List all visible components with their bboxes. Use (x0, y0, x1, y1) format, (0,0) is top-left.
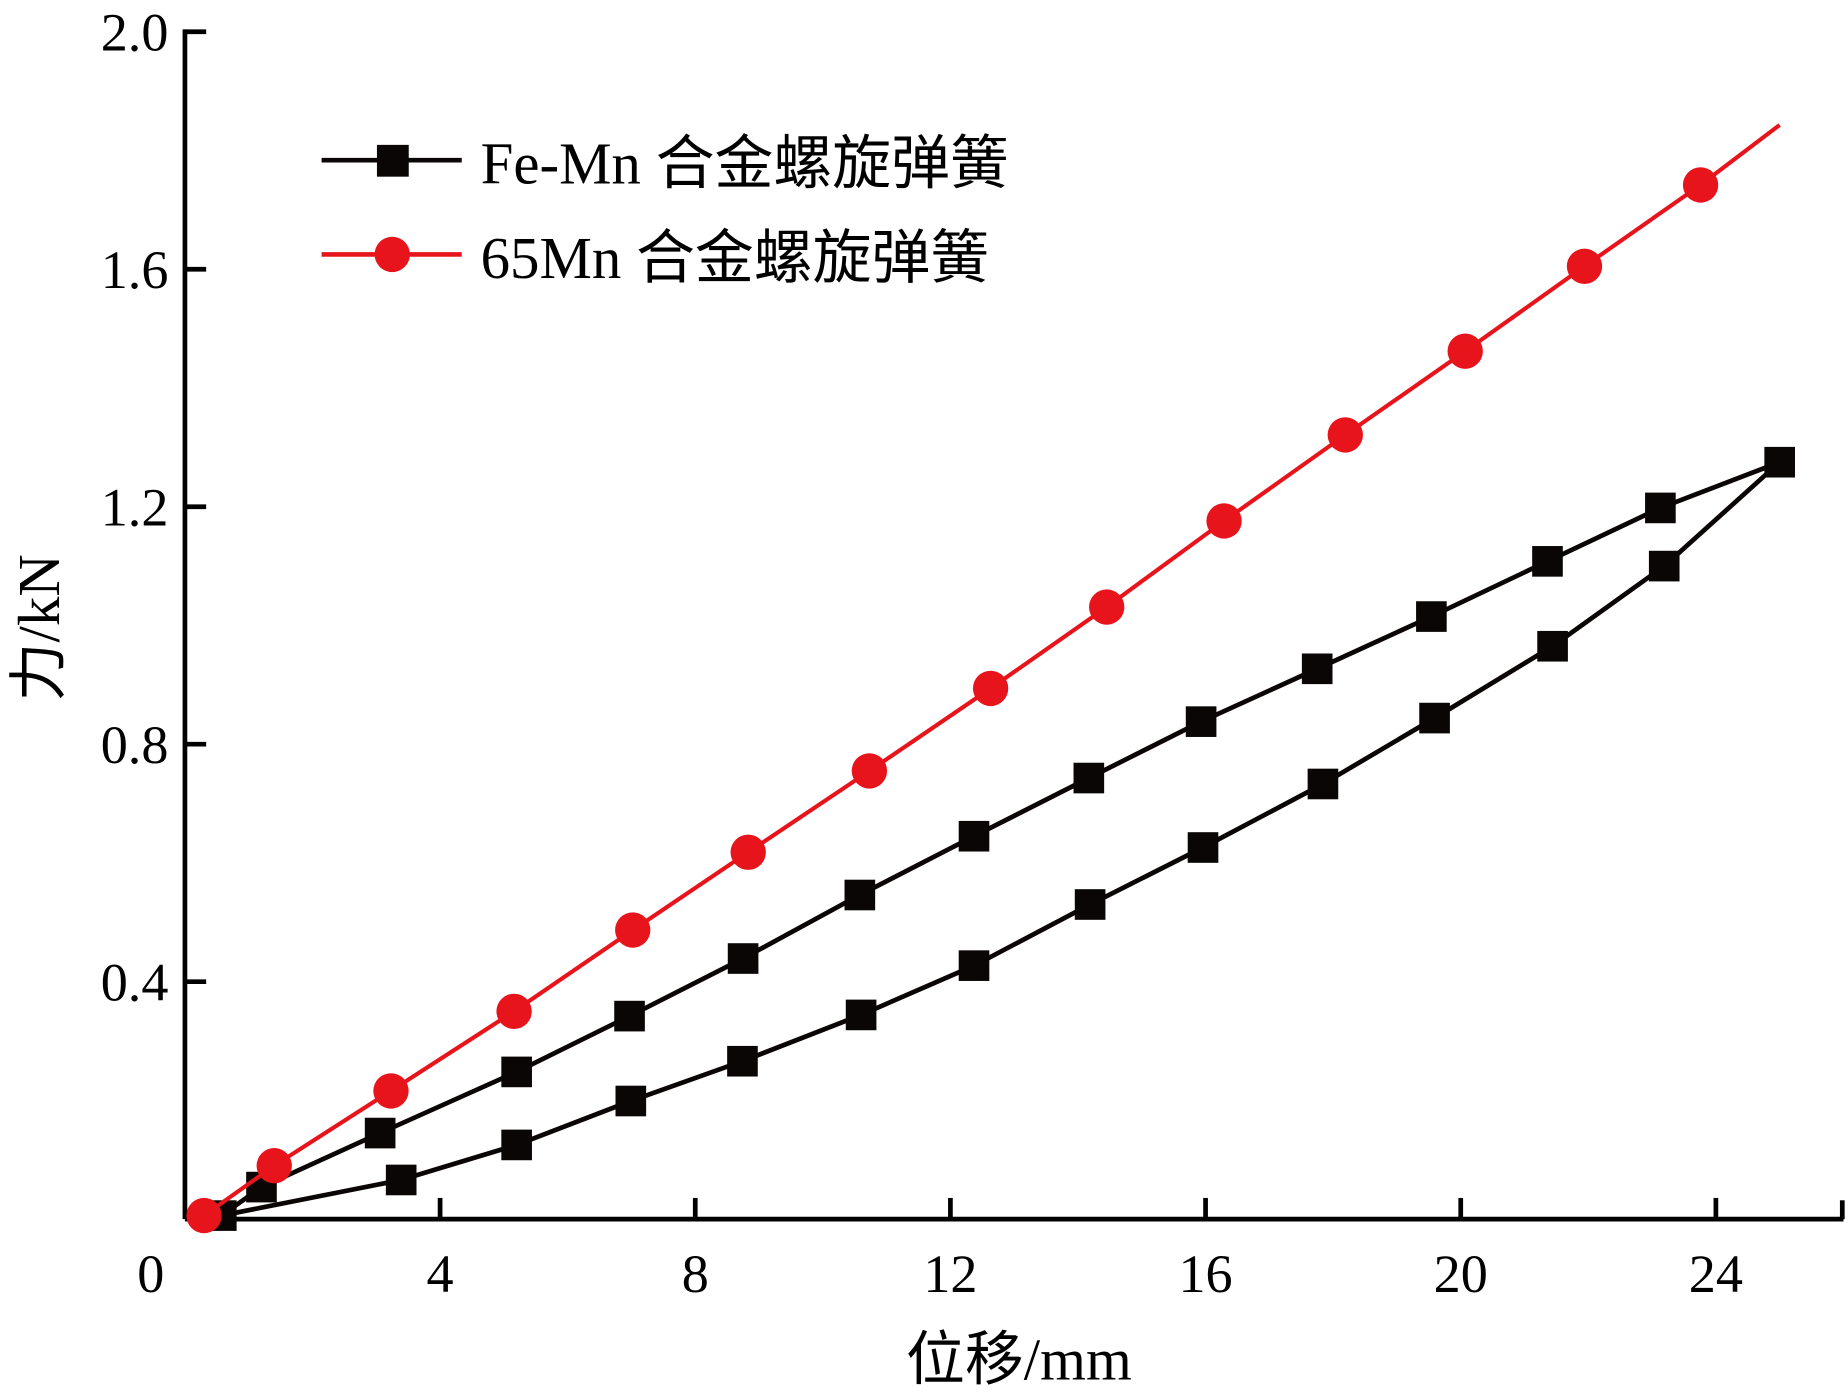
y-axis-label: 力/kN (7, 554, 72, 701)
65mn-point (373, 1073, 409, 1109)
legend-label-femn: Fe-Mn 合金螺旋弹簧 (481, 132, 1009, 197)
65mn-point (730, 834, 766, 870)
legend: Fe-Mn 合金螺旋弹簧 65Mn 合金螺旋弹簧 (321, 132, 1009, 291)
65mn-point (1566, 248, 1603, 284)
femn-loading-point (1185, 706, 1217, 737)
femn-loading-point (1416, 601, 1447, 632)
65mn-point (615, 912, 651, 948)
femn-loading-point (844, 879, 876, 911)
65mn-point (851, 753, 888, 789)
x-axis-label: 位移/mm (906, 1327, 1132, 1392)
femn-unloading-point (958, 950, 990, 981)
x-tick-label: 12 (923, 1244, 977, 1304)
femn-unloading-point (385, 1164, 417, 1196)
femn-unloading-point (1307, 768, 1339, 800)
femn-loading-point (1301, 653, 1333, 685)
femn-unloading-point (727, 1045, 758, 1077)
65mn-point (186, 1197, 222, 1234)
x-tick-label: 8 (682, 1244, 709, 1304)
x-tick-label: 0 (137, 1244, 164, 1304)
femn-loading-point (1764, 446, 1795, 478)
femn-unloading-point (1537, 630, 1568, 662)
y-tick-label: 2.0 (101, 3, 169, 63)
x-tick-label: 16 (1178, 1244, 1232, 1304)
65mn-point (1682, 167, 1719, 203)
y-tick-label: 1.2 (101, 478, 169, 538)
femn-unloading-point (1187, 832, 1219, 863)
femn-unloading-point (1419, 702, 1450, 734)
femn-loading-point (1532, 546, 1563, 577)
65mn-line (202, 123, 1781, 1218)
femn-loading-point (1073, 762, 1105, 794)
femn-loading-point (958, 820, 990, 852)
x-tick-label: 4 (427, 1244, 454, 1304)
y-tick-label: 0.4 (101, 953, 169, 1013)
femn-loading-point (727, 943, 759, 974)
legend-marker-65mn (374, 236, 410, 273)
65mn-point (496, 993, 532, 1030)
femn-loading-point (1645, 492, 1676, 524)
axes: 0 4 8 12 16 20 24 0.4 0.8 1.2 1.6 2.0 (101, 3, 1845, 1304)
65mn-point (972, 670, 1009, 707)
femn-loading-point (364, 1117, 396, 1149)
65mn-point (1089, 589, 1125, 625)
x-tick-label: 24 (1689, 1244, 1743, 1304)
65mn-point (1327, 417, 1363, 453)
femn-loading-point (501, 1056, 532, 1088)
y-tick-label: 0.8 (101, 715, 169, 775)
legend-label-65mn: 65Mn 合金螺旋弹簧 (481, 226, 990, 291)
65mn-point (1447, 333, 1483, 369)
65mn-point (1206, 503, 1242, 539)
femn-unloading-line (220, 460, 1782, 1218)
femn-loading-point (614, 1000, 645, 1032)
femn-unloading-point (501, 1129, 532, 1161)
femn-unloading-point (845, 999, 877, 1031)
femn-unloading-point (1074, 889, 1106, 920)
65mn-point (256, 1148, 292, 1184)
y-tick-label: 1.6 (101, 240, 169, 300)
femn-unloading-point (1648, 550, 1680, 582)
plot-area (186, 123, 1795, 1234)
legend-marker-femn (376, 144, 409, 177)
femn-unloading-point (615, 1085, 647, 1117)
x-tick-label: 20 (1434, 1244, 1488, 1304)
